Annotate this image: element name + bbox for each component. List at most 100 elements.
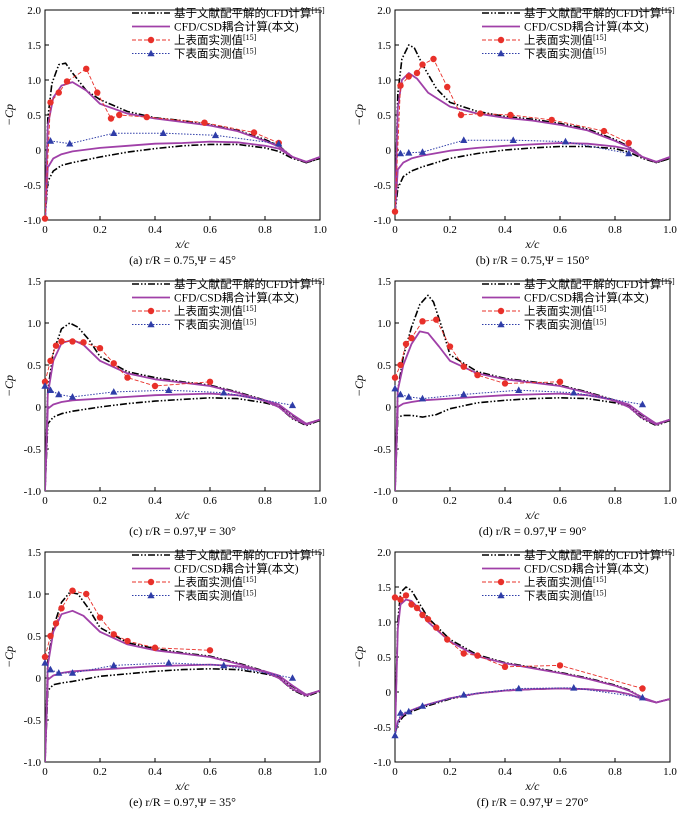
legend-marker-lower bbox=[147, 320, 155, 328]
y-tick-label: 0.5 bbox=[377, 110, 391, 122]
chart-panel-6: 0 0.2 0.4 0.6 0.8 1.0 -1.0 -0.5 0 0.5 1.0 1.5 2.0 x/c… bbox=[352, 547, 677, 809]
series-line-cfd_csd-lower bbox=[45, 392, 320, 491]
y-tick-label: -1.0 bbox=[24, 486, 42, 498]
data-point-lower bbox=[220, 388, 228, 396]
data-point-lower bbox=[159, 129, 167, 136]
x-tick-label: 0.2 bbox=[93, 224, 107, 236]
data-point-upper bbox=[474, 371, 481, 379]
y-tick-label: 0.5 bbox=[27, 631, 41, 643]
legend: 基于文献配平解的CFD计算[15]CFD/CSD耦合计算(本文)上表面实测值[1… bbox=[482, 6, 675, 61]
x-tick-label: 0.8 bbox=[258, 766, 272, 778]
x-axis-label: x/c bbox=[525, 779, 541, 793]
data-point-upper bbox=[501, 663, 509, 670]
y-tick-label: 0.5 bbox=[377, 652, 391, 664]
x-tick-label: 0 bbox=[392, 495, 398, 507]
x-tick-label: 0.4 bbox=[498, 495, 512, 507]
data-point-upper bbox=[55, 89, 62, 96]
series-line-cfd_csd-lower bbox=[395, 142, 670, 214]
data-point-lower bbox=[275, 139, 283, 147]
legend-label-lower: 下表面实测值[15] bbox=[524, 47, 607, 61]
legend-marker-upper bbox=[497, 307, 505, 315]
legend-label-cfd_ref: 基于文献配平解的CFD计算[15] bbox=[524, 6, 675, 20]
legend-label-upper: 上表面实测值[15] bbox=[174, 33, 257, 47]
legend-label-cfd_csd: CFD/CSD耦合计算(本文) bbox=[174, 291, 299, 305]
legend-label-cfd_csd: CFD/CSD耦合计算(本文) bbox=[524, 291, 649, 305]
legend-label-upper: 上表面实测值[15] bbox=[524, 304, 607, 318]
y-tick-label: 1.0 bbox=[27, 589, 41, 601]
x-tick-label: 0.2 bbox=[93, 766, 107, 778]
data-point-upper bbox=[151, 382, 159, 390]
data-point-upper bbox=[391, 594, 399, 601]
data-point-upper bbox=[110, 360, 117, 367]
data-point-lower bbox=[46, 386, 55, 393]
legend-citation: [15] bbox=[661, 6, 675, 15]
data-point-lower bbox=[165, 659, 173, 666]
x-tick-label: 0.2 bbox=[443, 224, 457, 236]
legend-citation: [15] bbox=[593, 33, 607, 42]
y-tick-label: 1.0 bbox=[27, 75, 41, 87]
series-line-cfd_csd-upper bbox=[45, 609, 320, 762]
data-point-upper bbox=[419, 61, 426, 68]
y-tick-label: -0.5 bbox=[374, 444, 392, 456]
y-tick-label: 0 bbox=[386, 687, 392, 699]
y-axis-label: −Cp bbox=[352, 104, 366, 126]
y-tick-label: 1.0 bbox=[377, 75, 391, 87]
data-point-upper bbox=[94, 89, 101, 96]
y-axis-label: −Cp bbox=[2, 375, 16, 397]
y-tick-label: 1.0 bbox=[377, 318, 391, 330]
data-point-upper bbox=[408, 601, 415, 608]
data-point-upper bbox=[52, 620, 60, 627]
data-point-upper bbox=[548, 116, 555, 124]
series-line-lower bbox=[50, 132, 279, 145]
legend-label-lower: 下表面实测值[15] bbox=[174, 589, 257, 603]
data-point-upper bbox=[457, 111, 465, 119]
legend-marker-upper bbox=[497, 578, 505, 586]
series-line-cfd_csd-lower bbox=[395, 687, 670, 735]
legend-label-upper: 上表面实测值[15] bbox=[174, 304, 257, 318]
data-point-upper bbox=[397, 82, 404, 89]
x-tick-label: 0.4 bbox=[498, 224, 512, 236]
data-point-lower bbox=[396, 390, 405, 398]
chart-panel-5: 0 0.2 0.4 0.6 0.8 1.0 -1.0 -0.5 0 0.5 1.0 1.5 x/c −Cp… bbox=[2, 547, 327, 809]
y-axis-label: −Cp bbox=[2, 646, 16, 668]
legend-citation: [15] bbox=[593, 589, 607, 598]
panel-caption: (e) r/R = 0.97,Ψ = 35° bbox=[129, 795, 236, 809]
y-tick-label: 0.5 bbox=[377, 360, 391, 372]
series-line-cfd_ref-lower bbox=[395, 397, 670, 491]
data-point-upper bbox=[201, 119, 208, 126]
data-point-upper bbox=[110, 631, 117, 638]
data-point-lower bbox=[211, 131, 220, 139]
legend-label-lower: 下表面实测值[15] bbox=[524, 589, 607, 603]
data-point-upper bbox=[446, 343, 454, 350]
y-tick-label: 1.0 bbox=[377, 617, 391, 629]
series-line-cfd_ref-upper bbox=[395, 44, 670, 214]
legend-label-cfd_ref: 基于文献配平解的CFD计算[15] bbox=[524, 548, 675, 562]
x-tick-label: 0 bbox=[42, 766, 48, 778]
data-point-upper bbox=[58, 605, 65, 612]
legend-citation: [15] bbox=[311, 277, 325, 286]
legend-citation: [15] bbox=[661, 548, 675, 557]
y-axis-label: −Cp bbox=[352, 375, 366, 397]
legend-label-cfd_csd: CFD/CSD耦合计算(本文) bbox=[524, 562, 649, 576]
y-tick-label: -1.0 bbox=[24, 757, 42, 769]
x-axis-label: x/c bbox=[175, 779, 191, 793]
legend-label-lower: 下表面实测值[15] bbox=[174, 47, 257, 61]
x-tick-label: 0.2 bbox=[93, 495, 107, 507]
data-point-lower bbox=[391, 384, 399, 392]
data-point-lower bbox=[625, 149, 633, 157]
legend: 基于文献配平解的CFD计算[15]CFD/CSD耦合计算(本文)上表面实测值[1… bbox=[132, 6, 325, 61]
legend-citation: [15] bbox=[311, 6, 325, 15]
legend-marker-upper bbox=[147, 36, 155, 44]
data-point-upper bbox=[408, 334, 415, 342]
data-point-upper bbox=[397, 361, 404, 369]
legend-citation: [15] bbox=[593, 318, 607, 327]
legend-label-cfd_csd: CFD/CSD耦合计算(本文) bbox=[174, 562, 299, 576]
y-tick-label: -0.5 bbox=[24, 715, 42, 727]
series-line-cfd_ref-lower bbox=[45, 668, 320, 762]
legend: 基于文献配平解的CFD计算[15]CFD/CSD耦合计算(本文)上表面实测值[1… bbox=[482, 548, 675, 603]
series-line-cfd_ref-upper bbox=[395, 586, 670, 735]
data-point-upper bbox=[625, 139, 632, 147]
legend-marker-lower bbox=[497, 591, 505, 599]
x-tick-label: 0 bbox=[392, 224, 398, 236]
data-point-upper bbox=[639, 685, 646, 692]
